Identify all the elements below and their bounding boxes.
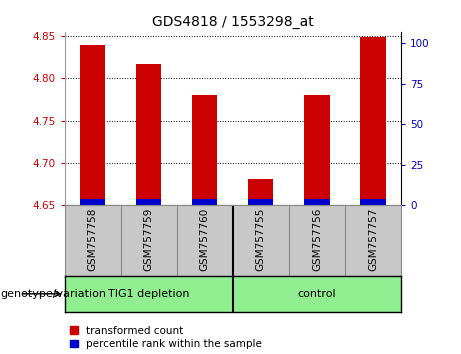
- Bar: [192, 199, 218, 205]
- Bar: [233, 276, 401, 312]
- Text: GSM757757: GSM757757: [368, 207, 378, 271]
- Text: GSM757756: GSM757756: [312, 207, 322, 271]
- Legend: transformed count, percentile rank within the sample: transformed count, percentile rank withi…: [70, 326, 262, 349]
- Bar: [80, 45, 105, 205]
- Bar: [192, 95, 218, 205]
- Text: GSM757760: GSM757760: [200, 207, 210, 271]
- Bar: [65, 276, 233, 312]
- Bar: [304, 199, 330, 205]
- Title: GDS4818 / 1553298_at: GDS4818 / 1553298_at: [152, 16, 313, 29]
- Text: TIG1 depletion: TIG1 depletion: [108, 289, 189, 299]
- Bar: [80, 199, 105, 205]
- Text: GSM757755: GSM757755: [256, 207, 266, 271]
- Bar: [248, 199, 273, 205]
- Bar: [136, 64, 161, 205]
- Text: control: control: [298, 289, 336, 299]
- Bar: [136, 199, 161, 205]
- Bar: [248, 179, 273, 205]
- Text: genotype/variation: genotype/variation: [0, 289, 106, 299]
- Bar: [361, 199, 386, 205]
- Bar: [304, 95, 330, 205]
- Text: GSM757759: GSM757759: [144, 207, 154, 271]
- Text: GSM757758: GSM757758: [88, 207, 98, 271]
- Bar: [361, 37, 386, 205]
